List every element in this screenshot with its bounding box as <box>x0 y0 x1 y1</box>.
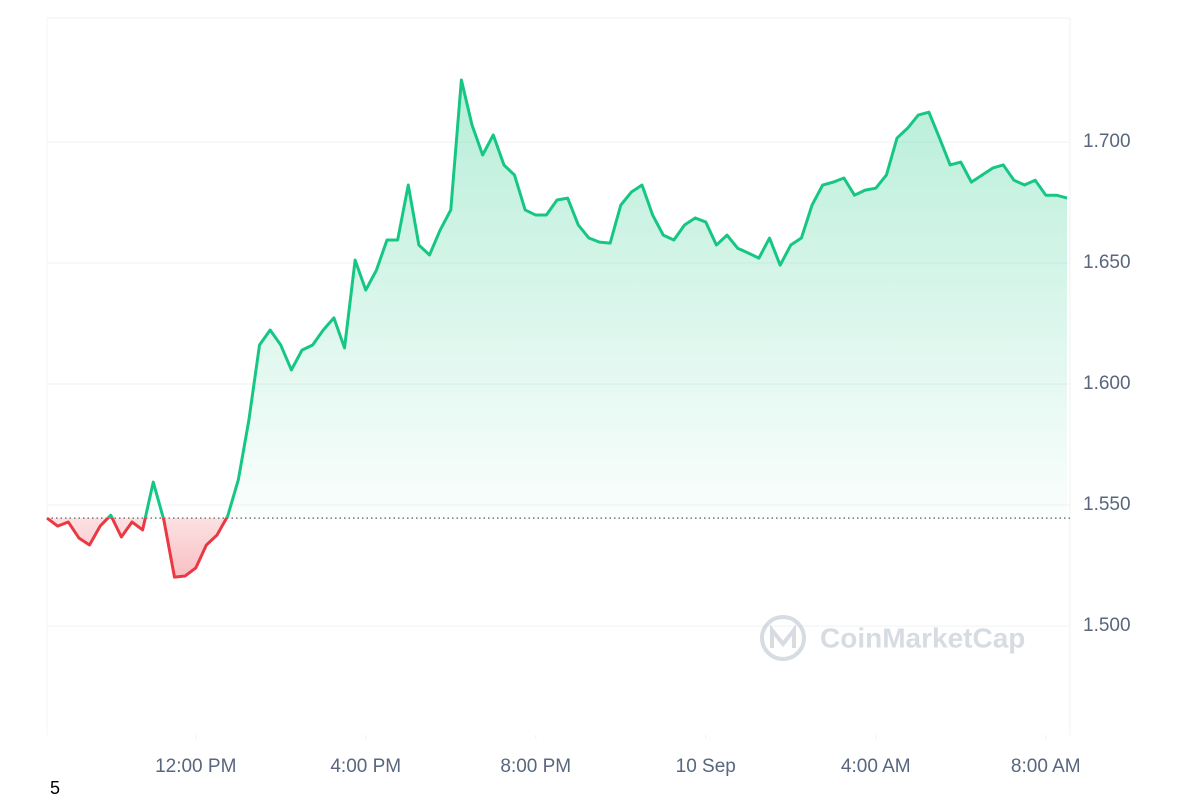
watermark-logo <box>770 624 796 648</box>
footnote: 5 <box>50 778 60 798</box>
x-tick-label: 8:00 PM <box>500 756 571 777</box>
x-tick-label: 10 Sep <box>676 756 736 777</box>
x-tick-label: 12:00 PM <box>155 756 236 777</box>
watermark: CoinMarketCap <box>760 615 1025 661</box>
watermark-logo <box>760 615 806 661</box>
price-line <box>46 78 1068 579</box>
area-fill <box>47 79 1068 578</box>
plot <box>46 78 1070 579</box>
y-tick-label: 1.650 <box>1083 252 1131 273</box>
y-tick-label: 1.550 <box>1083 494 1131 515</box>
x-tick-label: 8:00 AM <box>1011 756 1081 777</box>
y-tick-label: 1.600 <box>1083 373 1131 394</box>
watermark-text: CoinMarketCap <box>820 622 1025 653</box>
y-tick-label: 1.700 <box>1083 131 1131 152</box>
x-tick-label: 4:00 PM <box>330 756 401 777</box>
x-tick-label: 4:00 AM <box>841 756 911 777</box>
y-tick-label: 1.500 <box>1083 615 1131 636</box>
